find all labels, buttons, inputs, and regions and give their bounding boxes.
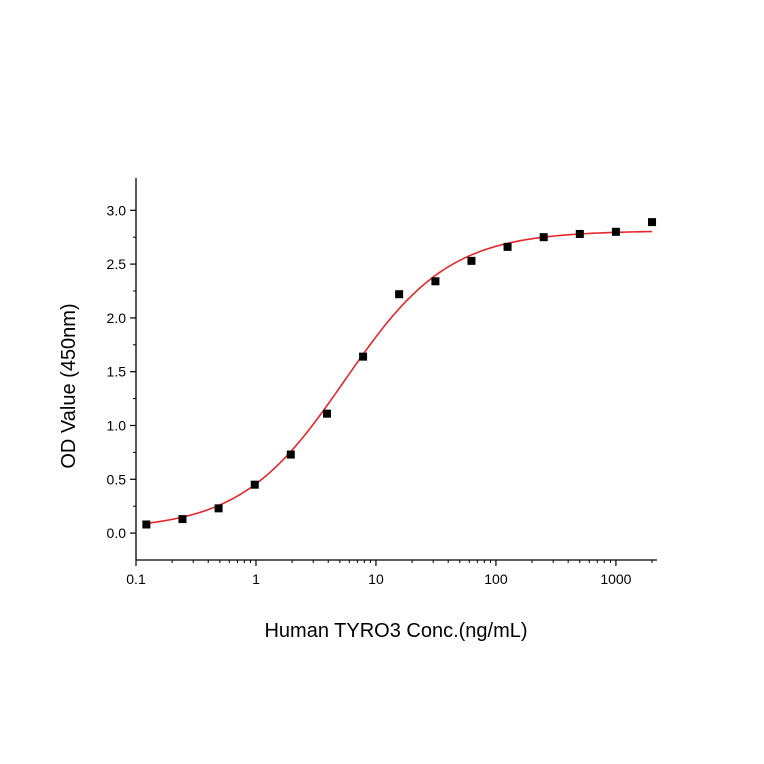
- data-point: [214, 504, 223, 513]
- fit-curve: [143, 230, 653, 525]
- y-tick-label: 1.5: [107, 364, 127, 380]
- x-tick-label: 0.1: [126, 571, 146, 587]
- data-point: [395, 290, 404, 299]
- x-tick-label: 1: [252, 571, 260, 587]
- y-tick-label: 2.0: [107, 310, 127, 326]
- data-point: [611, 227, 620, 236]
- data-point: [359, 352, 368, 361]
- data-point: [323, 409, 332, 418]
- data-point: [431, 277, 440, 286]
- y-tick-label: 3.0: [107, 202, 127, 218]
- y-tick-label: 0.0: [107, 525, 127, 541]
- fit-curve-group: [143, 230, 653, 525]
- x-tick-label: 1000: [600, 571, 631, 587]
- y-axis-title: OD Value (450nm): [58, 303, 80, 468]
- data-point: [250, 480, 259, 489]
- data-point: [142, 520, 151, 529]
- y-tick-label: 1.0: [107, 417, 127, 433]
- x-axis-title: Human TYRO3 Conc.(ng/mL): [264, 620, 527, 642]
- axes: 0.0 0.5 1.0 1.5 2.0 2.5 3.0 0.1 1 10 100 1000: [107, 178, 657, 587]
- data-point: [467, 256, 476, 265]
- x-tick-label: 100: [484, 571, 508, 587]
- y-tick-label: 2.5: [107, 256, 127, 272]
- data-point: [178, 515, 187, 524]
- data-point: [286, 450, 295, 459]
- data-point: [575, 229, 584, 238]
- data-point: [539, 233, 548, 242]
- data-point: [503, 242, 512, 251]
- data-point: [648, 218, 657, 227]
- x-tick-label: 10: [368, 571, 384, 587]
- y-tick-label: 0.5: [107, 471, 127, 487]
- data-points: [142, 218, 657, 529]
